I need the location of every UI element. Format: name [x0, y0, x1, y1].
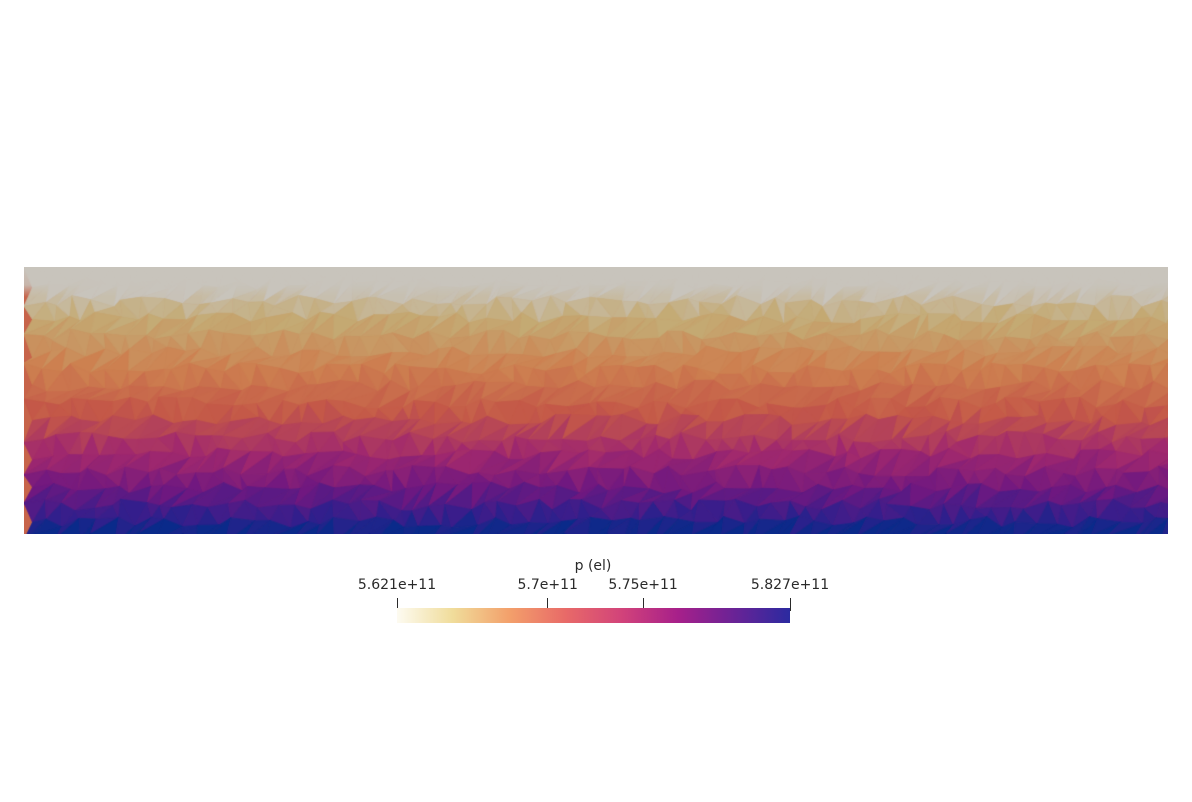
colorbar-tick-mark — [397, 598, 398, 611]
colorbar-ticks: 5.621e+11 5.7e+11 5.75e+11 5.827e+11 — [340, 576, 860, 624]
colorbar-tick-label: 5.621e+11 — [357, 577, 437, 593]
colorbar-tick-mark — [643, 598, 644, 611]
colorbar-gradient — [397, 608, 790, 623]
mesh-field-plot[interactable] — [24, 267, 1168, 534]
colorbar-tick-mark — [547, 598, 548, 611]
colorbar-tick-mark — [790, 598, 791, 611]
colorbar-tick-label: 5.7e+11 — [517, 577, 578, 593]
colorbar-tick-label: 5.827e+11 — [750, 577, 830, 593]
colorbar-tick-label: 5.75e+11 — [608, 577, 678, 593]
colorbar-title: p (el) — [574, 558, 612, 574]
